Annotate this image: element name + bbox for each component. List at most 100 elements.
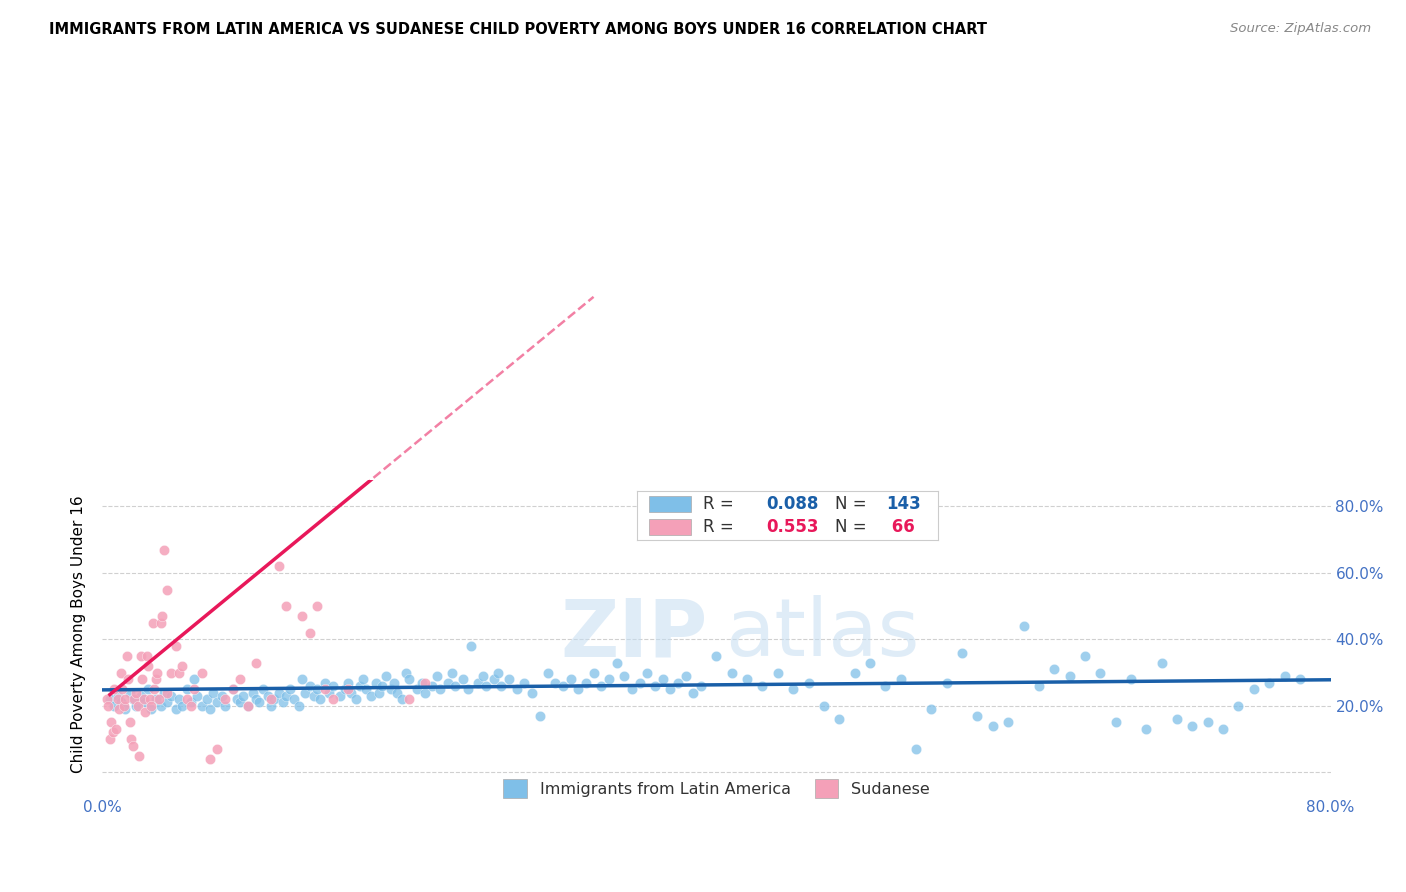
Point bbox=[436, 675, 458, 690]
Point bbox=[336, 682, 359, 697]
Point bbox=[340, 685, 363, 699]
Point bbox=[110, 665, 132, 680]
Point bbox=[666, 675, 689, 690]
Point bbox=[413, 675, 436, 690]
Point bbox=[160, 665, 183, 680]
Point bbox=[981, 719, 1004, 733]
Point bbox=[112, 698, 135, 713]
Point bbox=[165, 702, 187, 716]
Point bbox=[287, 698, 309, 713]
Point bbox=[413, 685, 436, 699]
Point bbox=[875, 679, 897, 693]
Point bbox=[890, 672, 912, 686]
Point bbox=[513, 675, 536, 690]
Point bbox=[457, 682, 479, 697]
Point bbox=[690, 679, 713, 693]
Point bbox=[1227, 698, 1250, 713]
Point bbox=[1258, 675, 1281, 690]
Point bbox=[375, 669, 398, 683]
Point bbox=[506, 682, 529, 697]
Point bbox=[329, 689, 352, 703]
Point bbox=[1289, 672, 1312, 686]
Point bbox=[236, 698, 259, 713]
Point bbox=[314, 675, 336, 690]
Point bbox=[273, 696, 295, 710]
Point bbox=[191, 698, 214, 713]
Point bbox=[118, 715, 141, 730]
Point bbox=[110, 696, 132, 710]
Point bbox=[276, 689, 298, 703]
Point bbox=[360, 689, 382, 703]
Point bbox=[813, 698, 835, 713]
Point bbox=[105, 722, 128, 736]
Point bbox=[391, 692, 413, 706]
Point bbox=[920, 702, 942, 716]
Point bbox=[298, 679, 321, 693]
Point bbox=[142, 615, 165, 630]
Point bbox=[242, 685, 264, 699]
Point bbox=[232, 689, 254, 703]
Point bbox=[1043, 662, 1066, 676]
Point bbox=[751, 679, 773, 693]
Point bbox=[124, 692, 146, 706]
Point bbox=[482, 672, 505, 686]
Point bbox=[131, 672, 153, 686]
Point bbox=[651, 672, 673, 686]
Point bbox=[141, 698, 163, 713]
Point bbox=[278, 682, 301, 697]
Point bbox=[207, 696, 229, 710]
Point bbox=[1135, 722, 1157, 736]
Point bbox=[380, 682, 402, 697]
Point bbox=[735, 672, 758, 686]
Point bbox=[117, 672, 139, 686]
Point bbox=[859, 656, 882, 670]
Point bbox=[134, 706, 156, 720]
Point bbox=[1059, 669, 1081, 683]
Point bbox=[236, 698, 259, 713]
Point bbox=[245, 692, 267, 706]
Point bbox=[107, 692, 129, 706]
Point bbox=[636, 665, 658, 680]
Point bbox=[1012, 619, 1035, 633]
Point bbox=[143, 682, 166, 697]
Point bbox=[127, 698, 149, 713]
Point bbox=[444, 679, 467, 693]
Point bbox=[108, 702, 131, 716]
Point bbox=[176, 682, 198, 697]
Point bbox=[141, 702, 163, 716]
Point bbox=[267, 685, 290, 699]
Point bbox=[160, 689, 183, 703]
Point bbox=[125, 698, 148, 713]
Point bbox=[411, 675, 433, 690]
Point bbox=[966, 708, 988, 723]
Point bbox=[298, 625, 321, 640]
Point bbox=[398, 692, 420, 706]
Point bbox=[591, 679, 613, 693]
Point bbox=[176, 692, 198, 706]
Point bbox=[628, 675, 651, 690]
Point bbox=[551, 679, 574, 693]
Point bbox=[491, 679, 513, 693]
Point bbox=[191, 665, 214, 680]
Point bbox=[1212, 722, 1234, 736]
Point bbox=[575, 675, 598, 690]
Point bbox=[152, 542, 174, 557]
Point bbox=[152, 685, 174, 699]
Point bbox=[257, 689, 280, 703]
Point bbox=[100, 715, 122, 730]
Point bbox=[475, 679, 498, 693]
Point bbox=[214, 692, 236, 706]
Point bbox=[498, 672, 520, 686]
Point bbox=[229, 696, 252, 710]
Point bbox=[486, 665, 509, 680]
Point bbox=[426, 669, 449, 683]
Point bbox=[229, 672, 252, 686]
Point bbox=[682, 685, 704, 699]
Point bbox=[148, 692, 170, 706]
Point bbox=[675, 669, 697, 683]
Point bbox=[1119, 672, 1142, 686]
Point bbox=[567, 682, 589, 697]
Point bbox=[429, 682, 451, 697]
Point bbox=[111, 682, 134, 697]
Point bbox=[214, 698, 236, 713]
